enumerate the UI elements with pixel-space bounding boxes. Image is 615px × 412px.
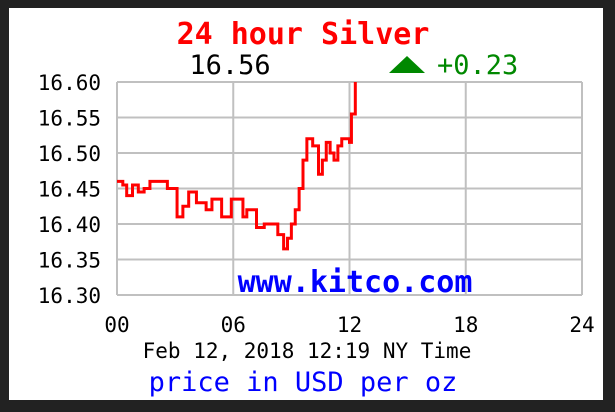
chart-panel	[9, 8, 603, 400]
price-change: +0.23	[437, 50, 518, 81]
x-tick-label: 12	[337, 313, 362, 337]
y-tick-label: 16.30	[38, 284, 101, 308]
x-tick-label: 00	[104, 313, 129, 337]
chart-title: 24 hour Silver	[177, 17, 430, 52]
y-tick-label: 16.40	[38, 213, 101, 237]
units-label: price in USD per oz	[149, 367, 458, 398]
y-axis: 16.60 16.55 16.50 16.45 16.40 16.35 16.30	[38, 71, 101, 308]
y-tick-label: 16.50	[38, 142, 101, 166]
watermark: www.kitco.com	[238, 265, 473, 300]
last-price: 16.56	[189, 50, 270, 81]
x-tick-label: 18	[453, 313, 478, 337]
date-label: Feb 12, 2018 12:19 NY Time	[143, 339, 472, 363]
x-tick-label: 06	[221, 313, 246, 337]
up-arrow-icon	[389, 56, 425, 73]
y-tick-label: 16.55	[38, 107, 101, 131]
x-tick-label: 24	[569, 313, 594, 337]
grid	[116, 81, 583, 296]
y-tick-label: 16.35	[38, 249, 101, 273]
x-axis: 00 06 12 18 24	[104, 313, 594, 337]
y-tick-label: 16.60	[38, 71, 101, 95]
y-tick-label: 16.45	[38, 178, 101, 202]
price-line	[117, 82, 357, 251]
